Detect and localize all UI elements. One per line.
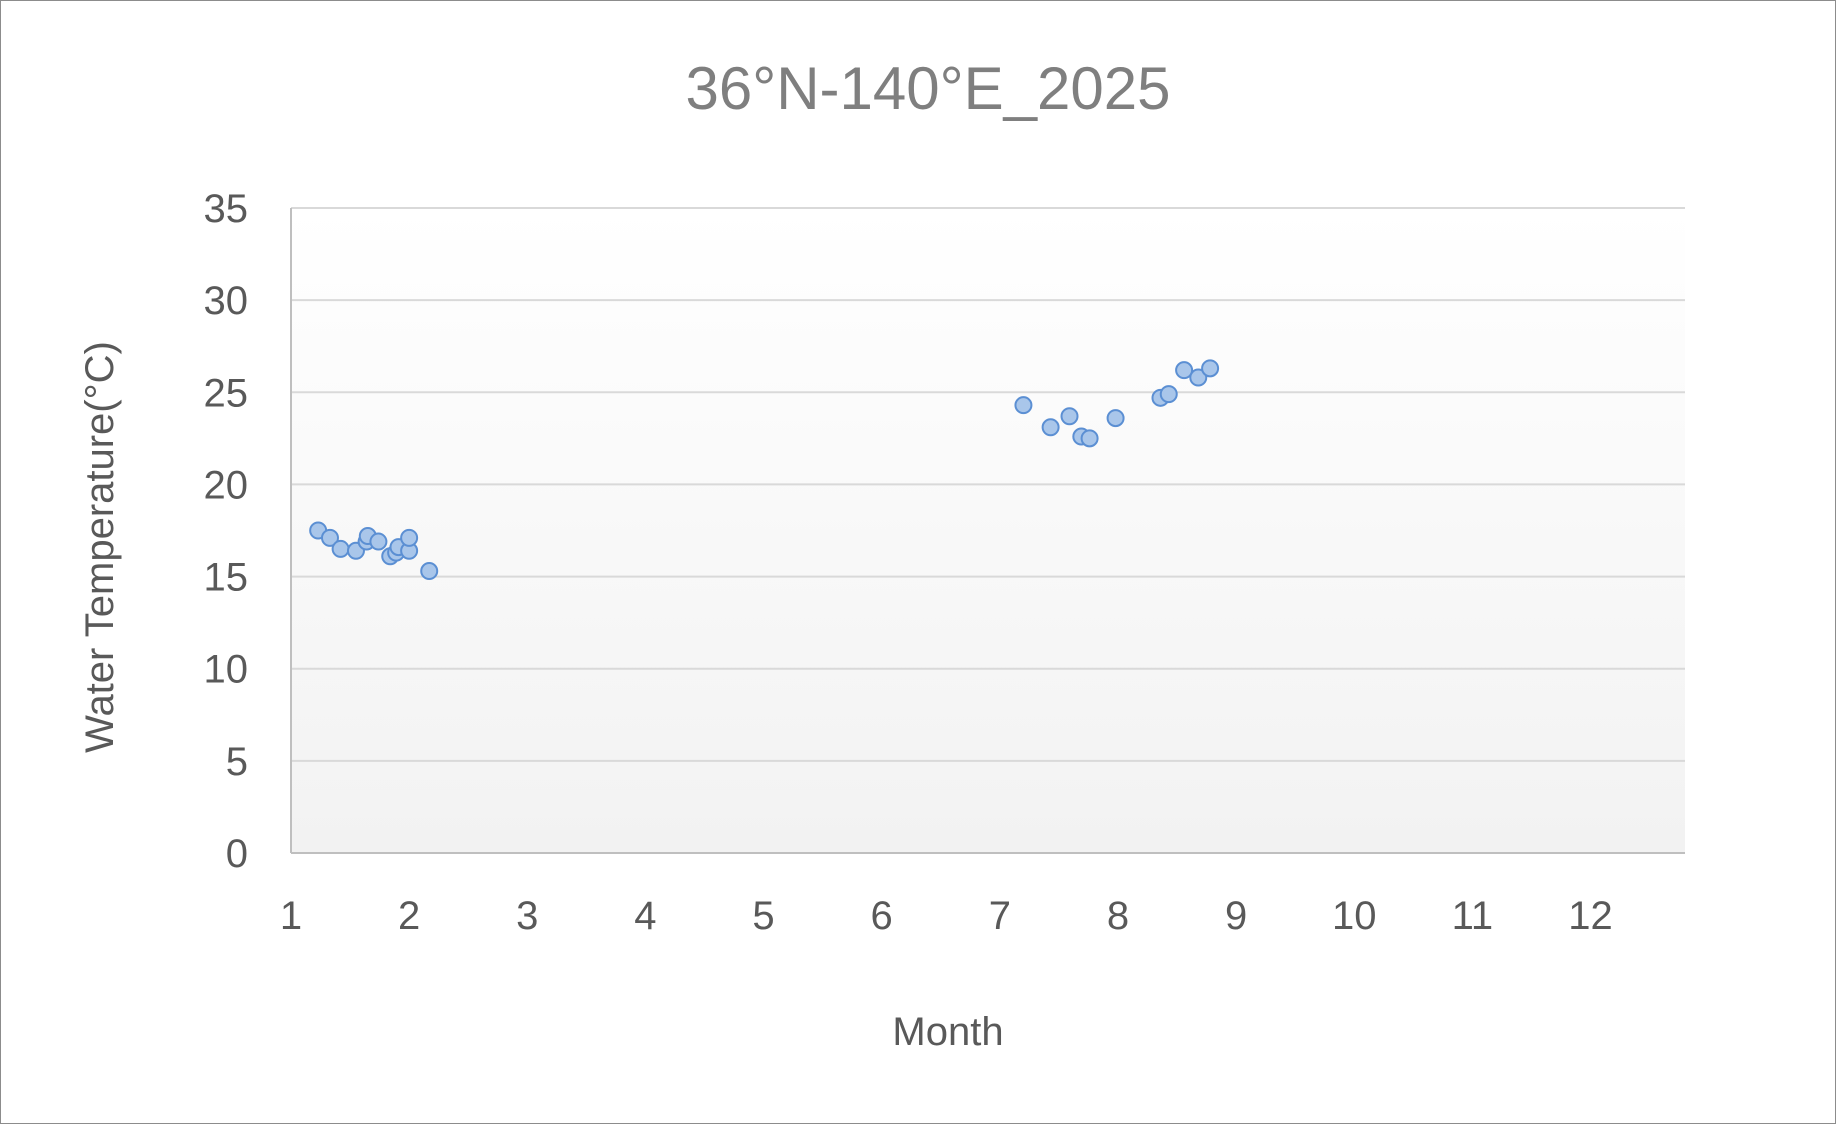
gridlines <box>291 207 1685 762</box>
y-axis-title: Water Temperature(°C) <box>78 341 122 753</box>
x-tick-label: 5 <box>752 894 774 938</box>
x-tick-label: 12 <box>1568 894 1613 938</box>
x-tick-label: 4 <box>634 894 656 938</box>
data-point <box>331 539 350 558</box>
x-tick-label: 11 <box>1452 894 1494 938</box>
data-point <box>1189 368 1208 387</box>
data-point <box>1106 409 1125 428</box>
y-tick-label: 0 <box>226 832 248 876</box>
x-tick-label: 1 <box>280 894 302 938</box>
data-point <box>1041 418 1060 437</box>
data-point <box>1201 359 1220 378</box>
x-tick-label: 6 <box>871 894 893 938</box>
data-points <box>309 359 1220 581</box>
y-tick-label: 30 <box>204 279 249 323</box>
y-tick-label: 35 <box>204 187 249 231</box>
y-tick-label: 5 <box>226 740 248 784</box>
x-tick-label: 8 <box>1107 894 1129 938</box>
y-tick-label: 25 <box>204 371 249 415</box>
y-tick-label: 20 <box>204 463 249 507</box>
x-tick-label: 7 <box>989 894 1011 938</box>
y-tick-labels: 0 5 10 15 20 25 30 35 <box>204 187 249 876</box>
x-tick-labels: 1 2 3 4 5 6 7 8 9 10 11 12 <box>280 894 1613 938</box>
data-point <box>369 532 388 551</box>
y-tick-label: 15 <box>204 556 249 600</box>
data-point <box>320 528 339 547</box>
data-point <box>420 562 439 581</box>
axes <box>290 208 1685 854</box>
x-axis-title: Month <box>892 1010 1003 1054</box>
data-point <box>1080 429 1099 448</box>
chart-title: 36°N-140°E_2025 <box>685 55 1170 122</box>
x-tick-label: 3 <box>516 894 538 938</box>
x-tick-label: 2 <box>398 894 420 938</box>
plot-area <box>291 208 1685 853</box>
data-point <box>1060 407 1079 426</box>
data-point <box>1014 396 1033 415</box>
data-point <box>1159 385 1178 404</box>
x-tick-label: 9 <box>1225 894 1247 938</box>
data-point <box>400 528 419 547</box>
data-point <box>1175 361 1194 380</box>
x-tick-label: 10 <box>1332 894 1377 938</box>
y-tick-label: 10 <box>204 648 249 692</box>
